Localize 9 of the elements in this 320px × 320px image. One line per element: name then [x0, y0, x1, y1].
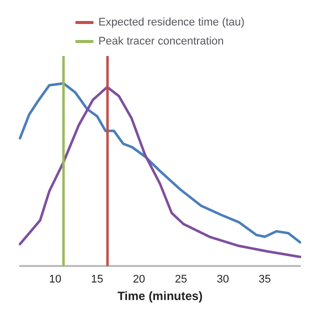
x-tick-label: 15	[91, 274, 104, 286]
x-tick-label: 10	[49, 274, 62, 286]
x-tick-label: 30	[216, 274, 229, 286]
x-tick-label: 25	[174, 274, 188, 286]
x-tick-label: 20	[132, 274, 146, 286]
legend-label: Expected residence time (tau)	[98, 16, 245, 28]
x-axis-title: Time (minutes)	[117, 289, 203, 303]
legend-label: Peak tracer concentration	[98, 36, 224, 48]
x-tick-label: 35	[258, 274, 271, 286]
